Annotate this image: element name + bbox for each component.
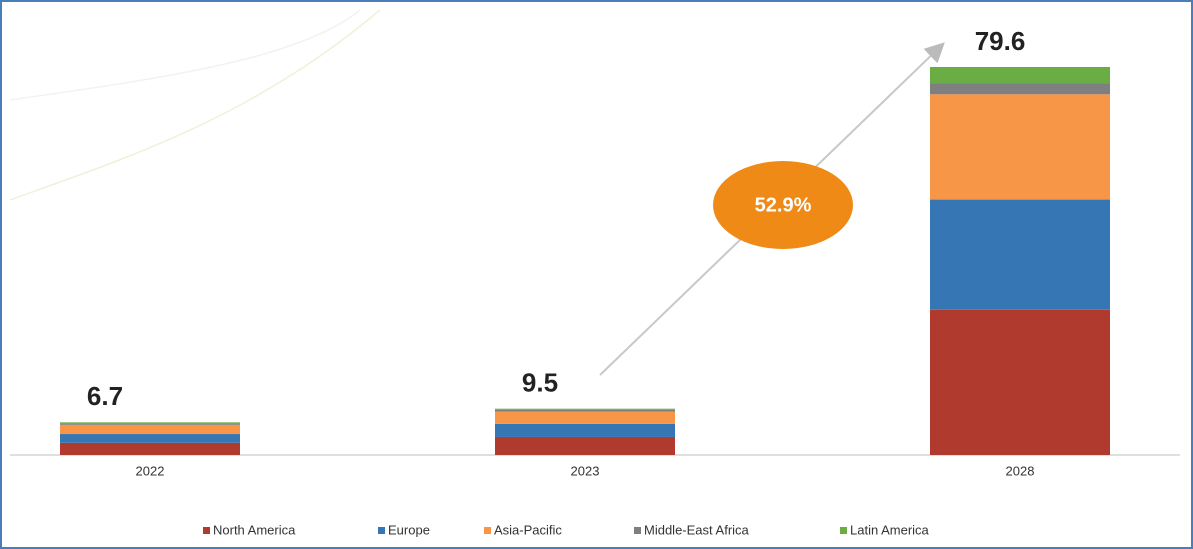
legend-swatch [484,527,491,534]
bar-segment [60,434,240,443]
legend-swatch [203,527,210,534]
bar-segment [60,424,240,435]
cagr-badge [713,161,853,249]
legend-label: Europe [388,522,430,537]
legend-label: Middle-East Africa [644,522,750,537]
legend-label: North America [213,522,296,537]
cagr-label: 52.9% [755,194,812,216]
legend-label: Latin America [850,522,930,537]
total-label: 79.6 [975,26,1026,56]
decoration [9,9,381,201]
bar-segment [495,408,675,410]
x-tick-label: 2028 [1006,463,1035,478]
bar-segment [60,442,240,455]
bar-segment [495,409,675,412]
legend-label: Asia-Pacific [494,522,562,537]
legend-swatch [840,527,847,534]
decoration [9,9,361,101]
bar-segment [930,94,1110,200]
total-label: 9.5 [522,368,558,398]
total-label: 6.7 [87,381,123,411]
bar-segment [930,199,1110,310]
x-tick-label: 2023 [571,463,600,478]
bar-segment [495,423,675,437]
legend-swatch [634,527,641,534]
bar-segment [495,436,675,455]
bar-segment [495,411,675,424]
bar-segment [930,83,1110,95]
x-tick-label: 2022 [136,463,165,478]
bar-segment [60,422,240,424]
bar-segment [60,423,240,425]
bar-segment [930,67,1110,84]
legend-swatch [378,527,385,534]
bar-segment [930,309,1110,455]
